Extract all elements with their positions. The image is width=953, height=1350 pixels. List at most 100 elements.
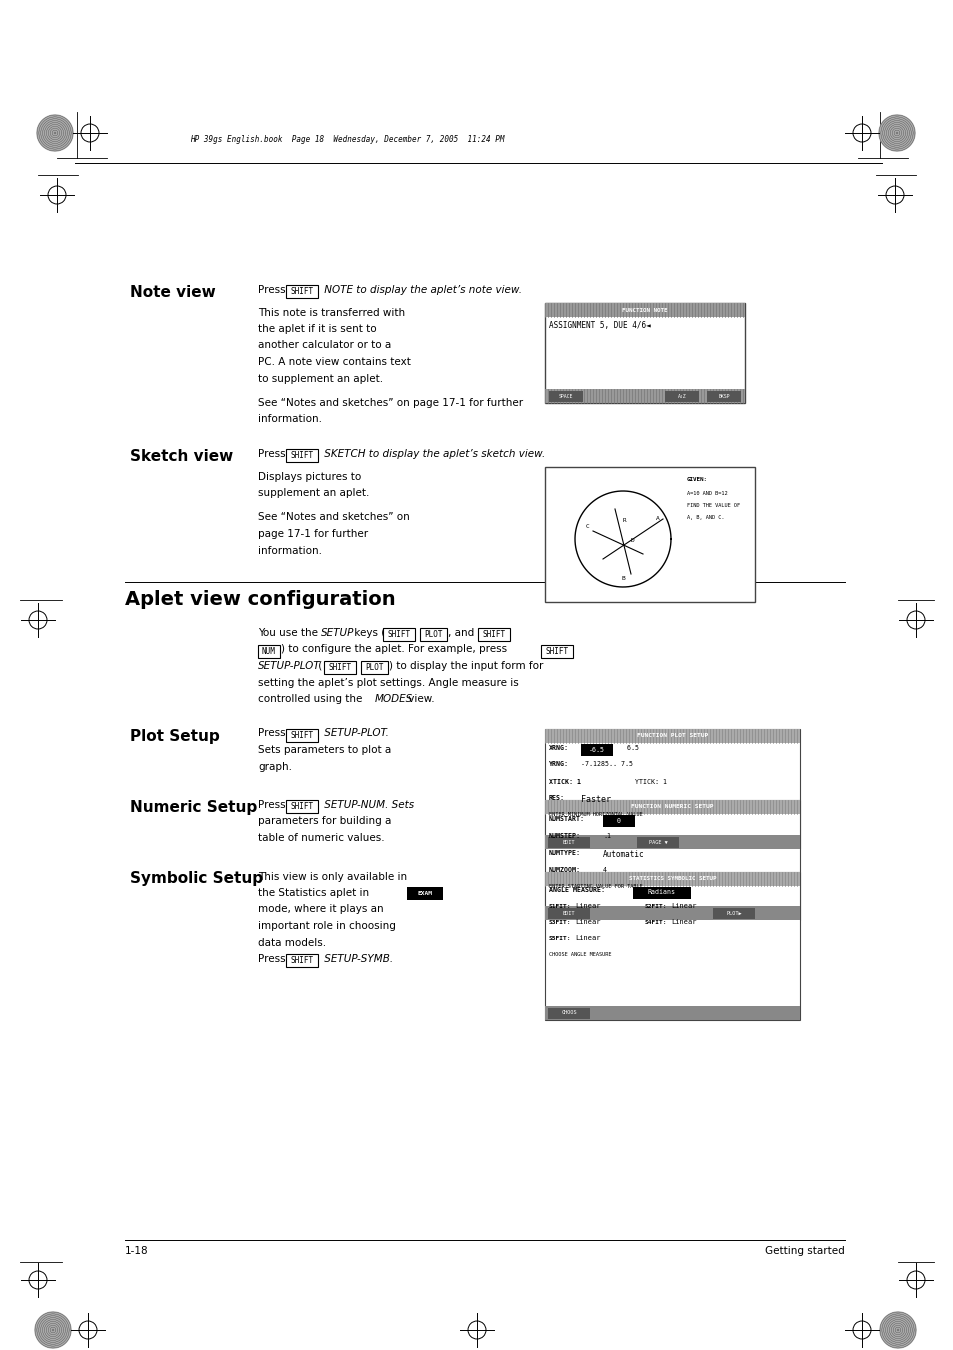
Text: Aplet view configuration: Aplet view configuration xyxy=(125,590,395,609)
Text: FUNCTION NOTE: FUNCTION NOTE xyxy=(621,308,667,312)
Text: SHIFT: SHIFT xyxy=(481,630,505,639)
Text: SETUP-NUM. Sets: SETUP-NUM. Sets xyxy=(320,801,414,810)
Text: Automatic: Automatic xyxy=(602,850,644,859)
Bar xyxy=(547,837,589,848)
Text: S3FIT:: S3FIT: xyxy=(548,919,571,925)
Text: Radians: Radians xyxy=(647,890,676,895)
Text: MODES: MODES xyxy=(375,694,413,703)
Text: A: A xyxy=(656,517,659,521)
Text: EXAM: EXAM xyxy=(417,891,432,896)
Text: information.: information. xyxy=(257,545,322,555)
Text: table of numeric values.: table of numeric values. xyxy=(257,833,384,842)
Text: Faster: Faster xyxy=(580,795,610,805)
Text: STATISTICS SYMBOLIC SETUP: STATISTICS SYMBOLIC SETUP xyxy=(628,876,716,882)
Bar xyxy=(286,729,317,741)
Text: ) to configure the aplet. For example, press: ) to configure the aplet. For example, p… xyxy=(280,644,510,655)
Text: keys (: keys ( xyxy=(351,628,385,639)
Text: BKSP: BKSP xyxy=(718,394,729,400)
Text: ENTER MINIMUM HORIZONTAL VALUE: ENTER MINIMUM HORIZONTAL VALUE xyxy=(548,813,642,818)
Text: SHIFT: SHIFT xyxy=(387,630,410,639)
Text: NOTE to display the aplet’s note view.: NOTE to display the aplet’s note view. xyxy=(320,285,521,296)
Text: S4FIT:: S4FIT: xyxy=(644,919,667,925)
Text: ) to display the input form for: ) to display the input form for xyxy=(389,662,542,671)
Text: NUM: NUM xyxy=(261,647,275,656)
Bar xyxy=(419,628,446,641)
Text: ASSIGNMENT 5, DUE 4/6◄: ASSIGNMENT 5, DUE 4/6◄ xyxy=(548,321,650,329)
Text: supplement an aplet.: supplement an aplet. xyxy=(257,487,369,498)
Text: CHOOSE ANGLE MEASURE: CHOOSE ANGLE MEASURE xyxy=(548,952,611,957)
Polygon shape xyxy=(37,115,73,151)
Text: 4: 4 xyxy=(602,867,606,873)
Text: Linear: Linear xyxy=(670,919,696,926)
Text: SHIFT: SHIFT xyxy=(290,451,314,460)
Text: controlled using the: controlled using the xyxy=(257,694,365,703)
Bar xyxy=(544,302,744,404)
Text: SETUP-PLOT.: SETUP-PLOT. xyxy=(320,729,389,738)
Text: ANGLE MEASURE:: ANGLE MEASURE: xyxy=(548,887,604,894)
Bar xyxy=(407,887,442,900)
Text: Linear: Linear xyxy=(575,919,599,926)
Bar xyxy=(547,1007,589,1018)
Text: B: B xyxy=(620,576,624,582)
Text: graph.: graph. xyxy=(257,761,292,771)
Text: Sets parameters to plot a: Sets parameters to plot a xyxy=(257,745,391,755)
Text: -6.5: -6.5 xyxy=(588,747,604,752)
Bar xyxy=(548,392,582,402)
Text: FUNCTION PLOT SETUP: FUNCTION PLOT SETUP xyxy=(637,733,707,738)
Bar xyxy=(286,801,317,813)
Text: -7.1285.. 7.5: -7.1285.. 7.5 xyxy=(580,761,633,768)
Text: Press: Press xyxy=(257,450,289,459)
Text: This note is transferred with: This note is transferred with xyxy=(257,308,405,317)
Text: YRNG:: YRNG: xyxy=(548,761,568,768)
Text: PLOT▶: PLOT▶ xyxy=(725,911,741,917)
Text: Linear: Linear xyxy=(670,903,696,910)
Text: PLOT: PLOT xyxy=(365,663,383,672)
Text: 1-18: 1-18 xyxy=(125,1246,149,1256)
Text: NUMSTART:: NUMSTART: xyxy=(548,815,584,822)
Bar xyxy=(544,906,800,919)
Bar xyxy=(580,744,613,756)
Text: Sketch view: Sketch view xyxy=(130,450,233,464)
Bar xyxy=(544,801,800,919)
Bar xyxy=(547,909,589,919)
Text: (: ( xyxy=(314,662,322,671)
Polygon shape xyxy=(878,115,914,151)
Text: 0: 0 xyxy=(617,818,620,824)
Text: PC. A note view contains text: PC. A note view contains text xyxy=(257,356,411,367)
Text: NUMSTEP:: NUMSTEP: xyxy=(548,833,580,838)
Text: S1FIT:: S1FIT: xyxy=(548,903,571,909)
Text: SHIFT: SHIFT xyxy=(290,956,314,965)
Text: Symbolic Setup: Symbolic Setup xyxy=(130,872,263,887)
Text: S2FIT:: S2FIT: xyxy=(644,903,667,909)
Text: NUMZOOM:: NUMZOOM: xyxy=(548,867,580,873)
Text: important role in choosing: important role in choosing xyxy=(257,921,395,931)
Bar xyxy=(324,662,355,674)
Text: setting the aplet’s plot settings. Angle measure is: setting the aplet’s plot settings. Angle… xyxy=(257,678,518,687)
Text: SPACE: SPACE xyxy=(558,394,573,400)
Text: YTICK: 1: YTICK: 1 xyxy=(635,779,666,784)
Bar xyxy=(257,644,279,657)
Text: Linear: Linear xyxy=(575,903,599,910)
Text: HP 39gs English.book  Page 18  Wednesday, December 7, 2005  11:24 PM: HP 39gs English.book Page 18 Wednesday, … xyxy=(190,135,504,144)
Text: SHIFT: SHIFT xyxy=(290,802,314,811)
Bar xyxy=(540,644,572,657)
Text: mode, where it plays an: mode, where it plays an xyxy=(257,904,383,914)
Text: Press: Press xyxy=(257,954,289,964)
Bar xyxy=(286,450,317,462)
Text: Press: Press xyxy=(257,801,289,810)
Bar xyxy=(360,662,387,674)
Bar xyxy=(633,887,690,899)
Text: , and: , and xyxy=(447,628,476,639)
Bar xyxy=(712,909,754,919)
Text: Linear: Linear xyxy=(575,936,599,941)
Text: Note view: Note view xyxy=(130,285,215,300)
Text: parameters for building a: parameters for building a xyxy=(257,817,391,826)
Text: CHOOS: CHOOS xyxy=(560,1011,577,1015)
Text: You use the: You use the xyxy=(257,628,321,639)
Bar xyxy=(544,729,800,849)
Text: another calculator or to a: another calculator or to a xyxy=(257,340,391,351)
Text: See “Notes and sketches” on page 17-1 for further: See “Notes and sketches” on page 17-1 fo… xyxy=(257,398,522,408)
Bar xyxy=(382,628,415,641)
Text: A₂Z: A₂Z xyxy=(677,394,685,400)
Text: .1: .1 xyxy=(602,833,610,838)
